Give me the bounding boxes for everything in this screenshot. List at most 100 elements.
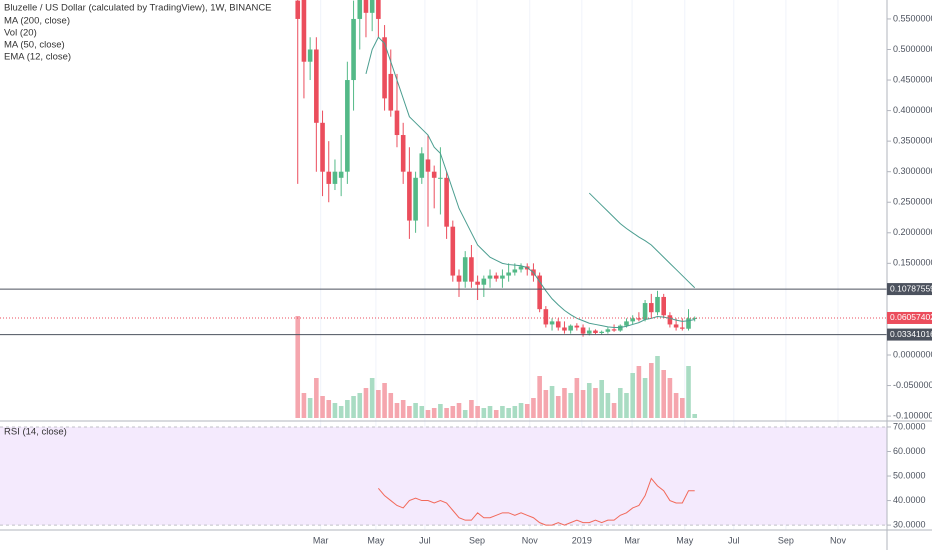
y-tick-label: 0.35000000 [893, 136, 932, 146]
candle-body [307, 49, 313, 62]
candle-body [580, 327, 586, 334]
volume-bar [667, 378, 673, 418]
indicator-line [588, 192, 696, 289]
rsi-label: RSI (14, close) [4, 427, 67, 438]
volume-bar [586, 383, 592, 418]
x-tick-label: Sep [778, 535, 794, 545]
candle-body [518, 266, 524, 270]
candle-body [512, 269, 518, 273]
x-tick-label: 2019 [572, 535, 592, 545]
volume-bar [425, 410, 431, 418]
candle-body [332, 171, 338, 184]
volume-bar [500, 406, 505, 418]
candle-body [648, 303, 654, 313]
x-tick-label: May [367, 535, 385, 545]
volume-bar [394, 403, 400, 418]
candle-body [506, 272, 511, 276]
volume-bar [351, 396, 356, 418]
candle-body [301, 0, 307, 62]
candle-body [667, 315, 673, 325]
candle-body [394, 110, 400, 136]
volume-bar [673, 393, 679, 418]
volume-bar [617, 388, 623, 418]
volume-bar [357, 393, 363, 418]
candle-body [562, 327, 567, 331]
legend: Bluzelle / US Dollar (calculated by Trad… [4, 3, 272, 438]
volume-bar [320, 396, 325, 418]
y-tick-label: 0.40000000 [893, 105, 932, 115]
legend-item: MA (50, close) [4, 40, 65, 51]
x-tick-label: Nov [830, 535, 847, 545]
candle-body [425, 159, 431, 172]
candle-body [357, 0, 363, 19]
candle-body [382, 37, 387, 99]
volume [295, 316, 698, 418]
candle-body [543, 309, 549, 325]
y-tick-label: 0.15000000 [893, 258, 932, 268]
volume-bar [369, 378, 375, 418]
candle-body [338, 171, 344, 178]
candle-body [388, 73, 394, 111]
rsi-tick-label: 30.0000 [893, 519, 926, 529]
volume-bar [338, 406, 344, 418]
x-tick-label: Jul [419, 535, 431, 545]
volume-bar [363, 388, 369, 418]
volume-bar [574, 378, 580, 418]
candle-body [438, 177, 443, 179]
volume-bar [568, 393, 573, 418]
rsi-line [377, 477, 695, 526]
y-tick-label: 0.55000000 [893, 13, 932, 23]
volume-bar [295, 316, 301, 418]
y-tick-label: 0.30000000 [893, 166, 932, 176]
volume-bar [580, 390, 586, 418]
volume-bar [555, 396, 561, 418]
candle-body [481, 278, 487, 285]
candle-body [450, 226, 456, 276]
candle-body [636, 318, 642, 320]
volume-bar [314, 378, 319, 418]
candle-body [673, 324, 679, 328]
volume-bar [462, 410, 468, 418]
y-tick-label: 0.00000000 [893, 349, 932, 359]
candle-body [599, 331, 604, 333]
volume-bar [692, 414, 698, 418]
price-label-bg [887, 328, 932, 341]
candle-body [630, 318, 635, 322]
rsi-band [0, 426, 887, 526]
y-tick-label: -0.05000000 [893, 380, 932, 390]
candle-body [617, 325, 623, 331]
volume-bar [611, 403, 617, 418]
x-tick-label: Jul [728, 535, 740, 545]
legend-item: EMA (12, close) [4, 52, 71, 63]
candle-body [574, 325, 580, 328]
volume-bar [543, 390, 549, 418]
y-tick-label: -0.10000000 [893, 410, 932, 420]
price-label: 0.06057402 [890, 312, 932, 322]
volume-bar [456, 403, 462, 418]
candle-body [655, 296, 660, 313]
candle-body [407, 171, 412, 221]
volume-bar [680, 398, 685, 418]
volume-bar [636, 366, 642, 418]
candle-body [351, 18, 356, 81]
candle-body [363, 0, 369, 13]
price-pane [0, 0, 887, 337]
y-tick-label: 0.25000000 [893, 197, 932, 207]
rsi-pane [0, 426, 887, 526]
volume-bar [493, 410, 499, 418]
volume-bar [524, 404, 530, 418]
x-tick-label: Mar [624, 535, 640, 545]
candle-body [500, 275, 505, 279]
candle-body [605, 329, 611, 332]
candle-body [624, 321, 629, 326]
volume-bar [661, 370, 666, 418]
legend-item: Vol (20) [4, 28, 37, 39]
price-label: 0.10787559 [890, 283, 932, 293]
volume-bar [648, 363, 654, 418]
candle-body [475, 281, 480, 285]
candle-body [537, 275, 542, 310]
candle-body [686, 318, 691, 329]
legend-item: MA (200, close) [4, 16, 70, 27]
volume-bar [512, 406, 518, 418]
